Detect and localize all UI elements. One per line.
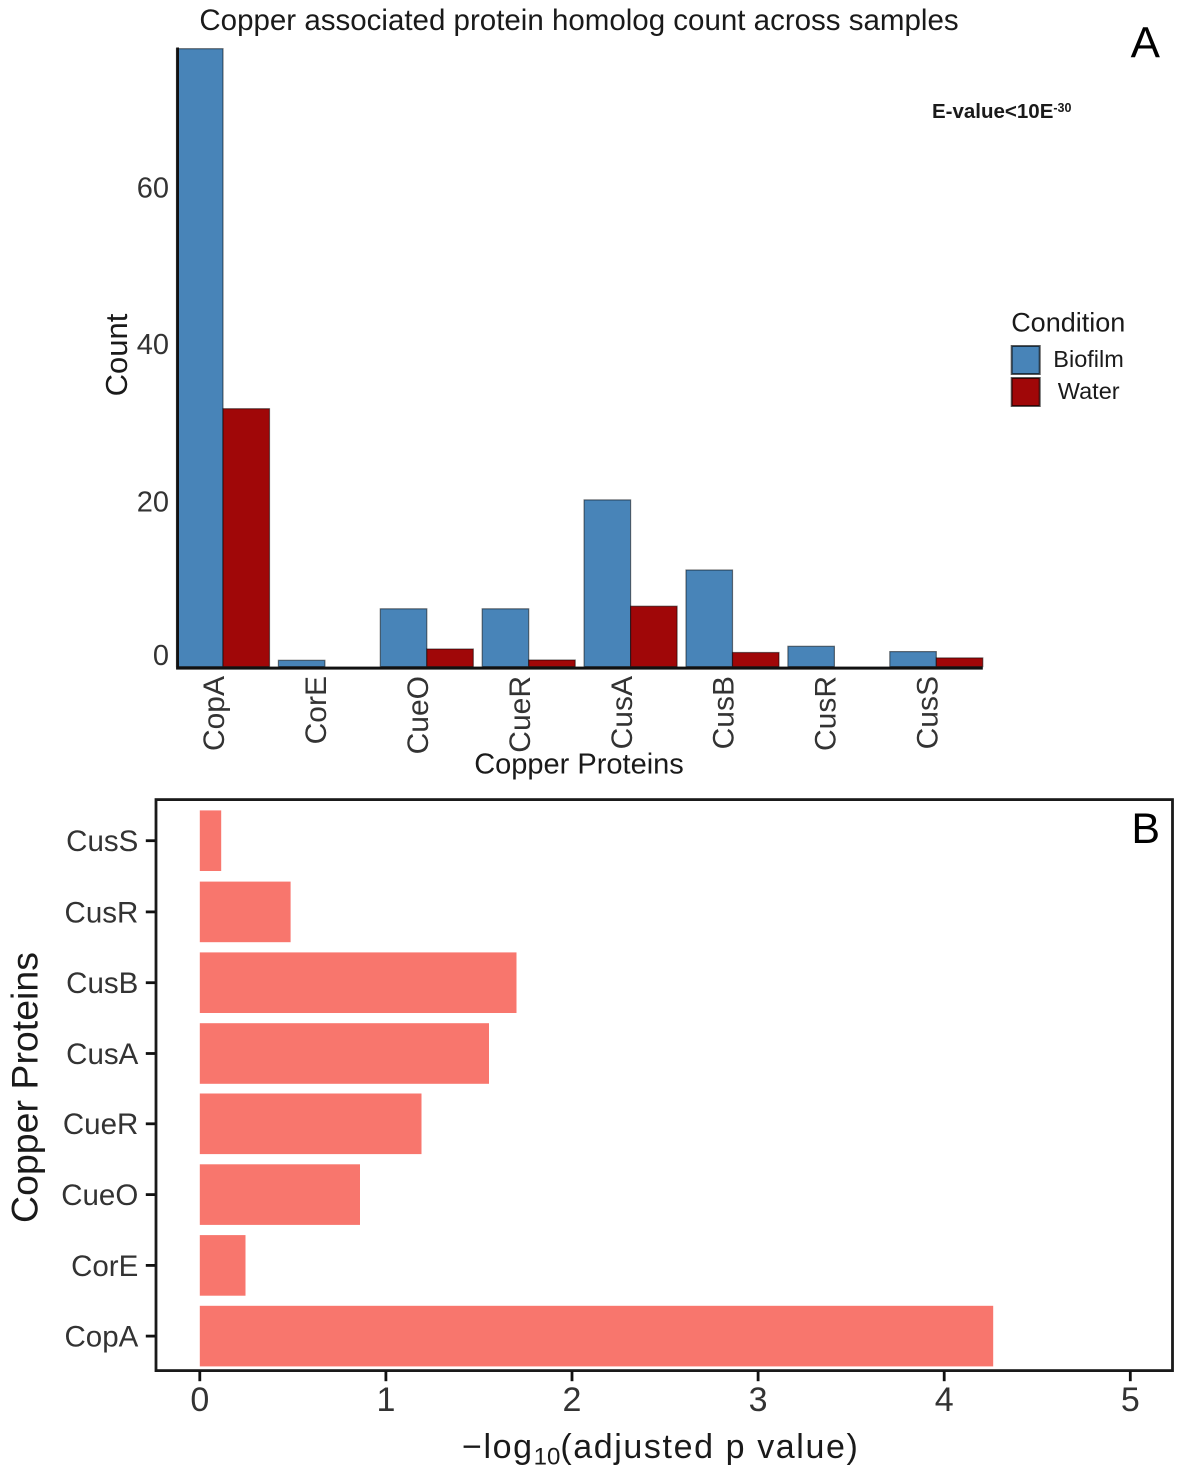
svg-text:20: 20 (137, 487, 169, 519)
svg-text:−log10(adjusted p value): −log10(adjusted p value) (462, 1428, 859, 1471)
svg-text:CusR: CusR (65, 896, 139, 929)
svg-text:CusA: CusA (606, 676, 639, 749)
svg-text:CusS: CusS (66, 825, 138, 858)
svg-text:Biofilm: Biofilm (1053, 346, 1124, 372)
svg-text:Count: Count (99, 313, 134, 396)
svg-text:CorE: CorE (71, 1250, 138, 1283)
svg-text:60: 60 (137, 173, 169, 205)
svg-text:5: 5 (1121, 1381, 1140, 1419)
svg-text:CusB: CusB (66, 967, 138, 1000)
svg-text:40: 40 (137, 329, 169, 361)
svg-text:3: 3 (749, 1381, 768, 1419)
svg-text:B: B (1131, 805, 1160, 853)
svg-text:0: 0 (153, 640, 169, 672)
svg-text:CorE: CorE (300, 676, 333, 744)
svg-text:CusR: CusR (810, 676, 843, 751)
svg-text:CueO: CueO (402, 676, 435, 754)
svg-text:CueO: CueO (61, 1179, 138, 1212)
svg-text:E-value<10E-30: E-value<10E-30 (932, 100, 1071, 123)
svg-text:CopA: CopA (65, 1321, 139, 1354)
svg-text:0: 0 (190, 1381, 209, 1419)
svg-text:CusS: CusS (912, 676, 945, 749)
svg-text:CusA: CusA (66, 1038, 138, 1071)
svg-text:Copper Proteins: Copper Proteins (474, 749, 684, 781)
svg-text:2: 2 (563, 1381, 582, 1419)
svg-text:Copper Proteins: Copper Proteins (4, 952, 46, 1223)
svg-text:1: 1 (376, 1381, 395, 1419)
svg-text:A: A (1131, 19, 1161, 68)
svg-text:4: 4 (935, 1381, 954, 1419)
svg-text:CusB: CusB (708, 676, 741, 749)
svg-text:CueR: CueR (63, 1108, 138, 1141)
svg-text:CueR: CueR (504, 676, 537, 753)
svg-text:CopA: CopA (198, 676, 231, 751)
svg-text:Water: Water (1058, 378, 1120, 404)
svg-text:Condition: Condition (1011, 308, 1125, 338)
svg-text:Copper associated protein homo: Copper associated protein homolog count … (199, 4, 958, 37)
